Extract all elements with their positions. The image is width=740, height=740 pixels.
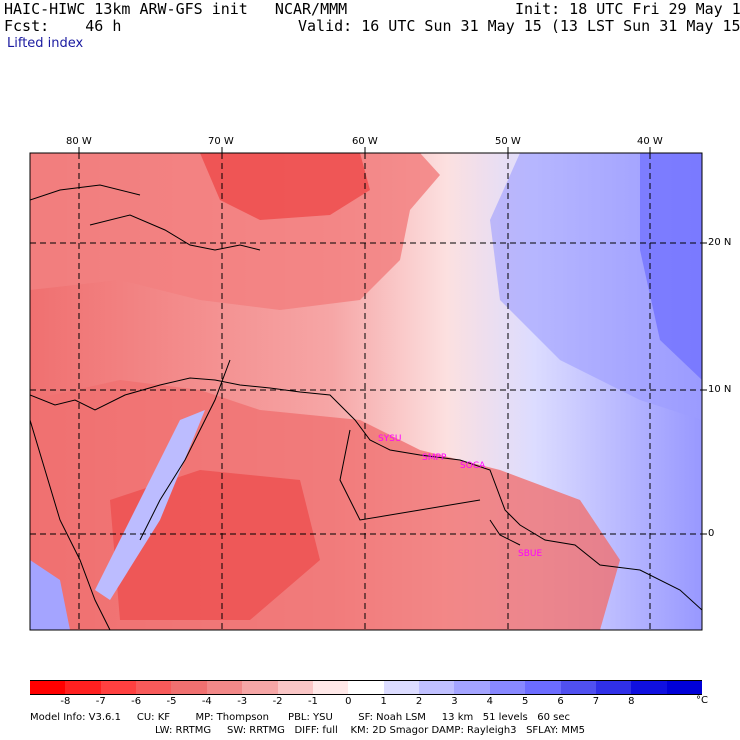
legend-label: -7: [95, 696, 106, 707]
legend-swatch: [242, 680, 279, 695]
lon-label-50w: 50 W: [495, 136, 521, 147]
station-sbue: SBUE: [518, 549, 542, 559]
legend-swatch: [560, 680, 597, 695]
legend-swatch: [631, 680, 668, 695]
lon-label-80w: 80 W: [66, 136, 92, 147]
legend-label: 1: [380, 696, 387, 707]
legend-swatch: [206, 680, 243, 695]
legend-label: -5: [166, 696, 177, 707]
legend-label: 8: [628, 696, 635, 707]
valid-time: Valid: 16 UTC Sun 31 May 15 (13 LST Sun …: [298, 17, 740, 35]
lat-label-20n: 20 N: [708, 237, 732, 248]
map-ticks: [78, 147, 707, 535]
legend-swatch: [489, 680, 526, 695]
legend-label: 3: [451, 696, 458, 707]
country-border-3: [489, 519, 521, 546]
legend-swatch: [100, 680, 137, 695]
legend-swatch: [419, 680, 455, 695]
legend-label: -2: [272, 696, 283, 707]
country-border-2: [339, 429, 481, 521]
legend-label: 4: [486, 696, 493, 707]
legend-swatch: [312, 680, 349, 695]
legend-swatch: [171, 680, 208, 695]
forecast-hour: Fcst: 46 h: [4, 17, 122, 35]
legend-swatch: [65, 680, 102, 695]
legend-label: -8: [60, 696, 71, 707]
legend-swatch: [383, 680, 420, 695]
lat-label-10n: 10 N: [708, 384, 732, 395]
li-region-pacific: [30, 560, 70, 630]
coastline-south-america: [30, 377, 702, 611]
station-sysu: SYSU: [378, 434, 402, 444]
legend-swatch: [454, 680, 491, 695]
lon-label-40w: 40 W: [637, 136, 663, 147]
lon-label-60w: 60 W: [352, 136, 378, 147]
legend-swatch: [30, 680, 66, 695]
lon-label-70w: 70 W: [208, 136, 234, 147]
coastline-pacific: [30, 419, 111, 630]
country-border-1: [139, 359, 231, 541]
legend-label: 5: [521, 696, 529, 707]
station-smpp: SMPP: [422, 453, 447, 463]
lat-label-0: 0: [708, 528, 715, 539]
legend-label: 0: [345, 696, 352, 707]
li-region-core: [200, 153, 370, 220]
legend-swatch: [348, 680, 385, 695]
legend-label: 7: [592, 696, 600, 707]
legend-label: -4: [201, 696, 212, 707]
legend-label: 6: [557, 696, 564, 707]
legend-label: 2: [415, 696, 423, 707]
coastline-cuba: [30, 184, 141, 201]
li-region-far-east: [640, 153, 702, 380]
legend-swatch: [525, 680, 562, 695]
init-time: Init: 18 UTC Fri 29 May 15: [515, 0, 740, 18]
legend-swatch: [136, 680, 172, 695]
model-title: HAIC-HIWC 13km ARW-GFS init NCAR/MMM: [4, 0, 348, 18]
legend-swatch: [595, 680, 632, 695]
legend-swatch: [666, 680, 703, 695]
legend-label: -6: [131, 696, 142, 707]
coastline-antilles: [89, 214, 261, 251]
lat-lon-grid: [30, 153, 702, 630]
field-name: Lifted index: [7, 36, 84, 51]
legend-label: -1: [307, 696, 318, 707]
model-info-line2: LW: RRTMG SW: RRTMG DIFF: full KM: 2D Sm…: [155, 725, 585, 736]
legend-unit: °C: [696, 695, 708, 706]
legend-swatch: [277, 680, 314, 695]
legend-label: -3: [237, 696, 248, 707]
li-region-andes: [95, 410, 205, 600]
model-info-line1: Model Info: V3.6.1 CU: KF MP: Thompson P…: [30, 712, 570, 723]
map-frame: [29, 152, 703, 631]
station-soca: SOCA: [460, 461, 486, 471]
